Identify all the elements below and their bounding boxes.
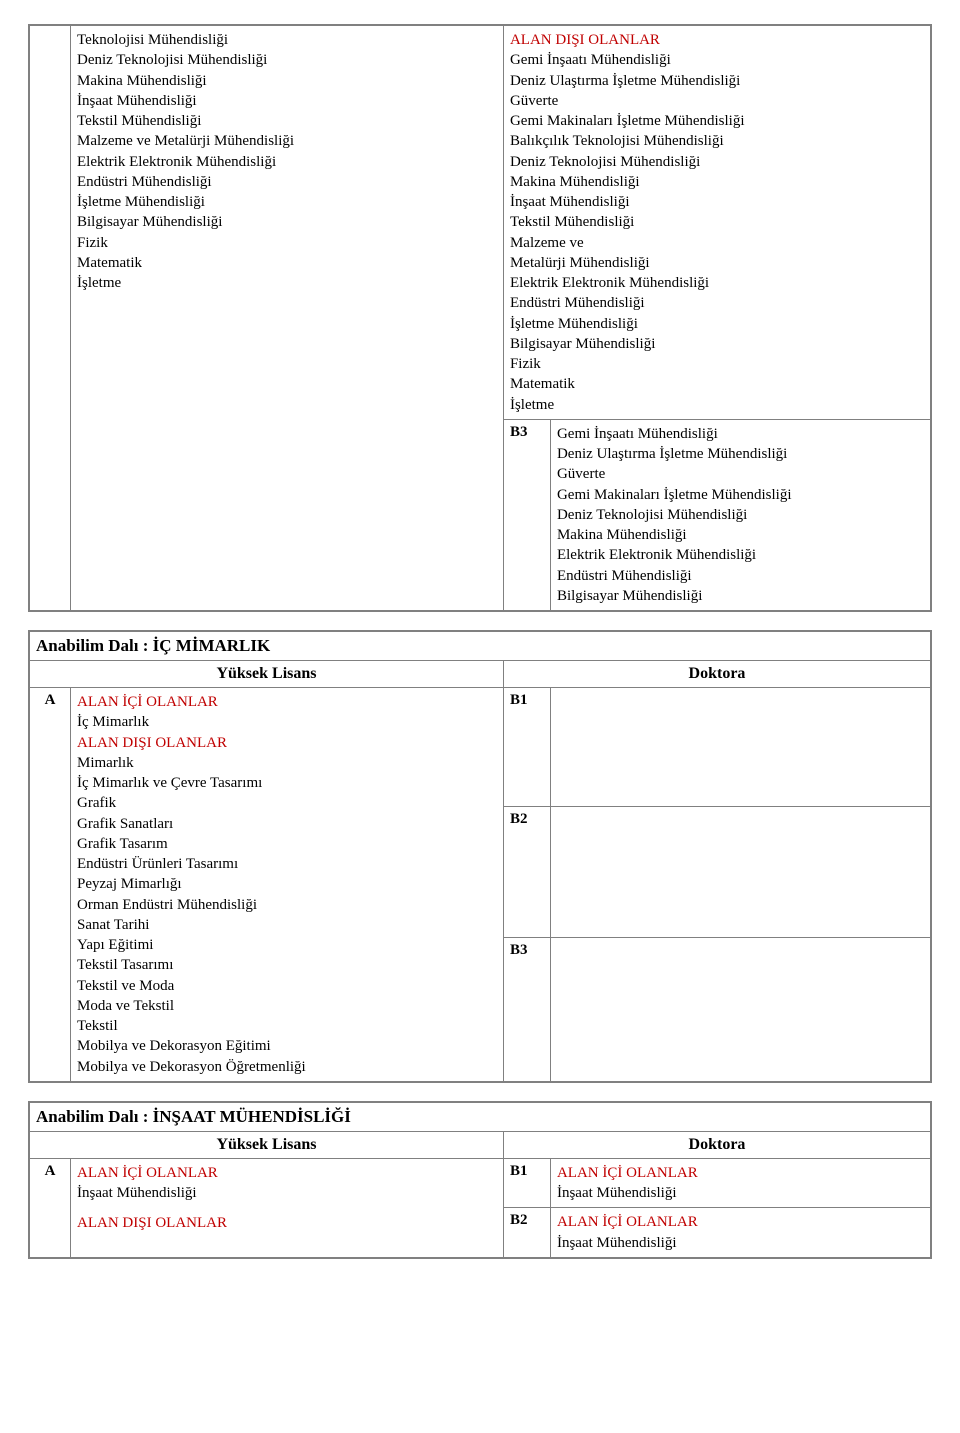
list-item: Tekstil Tasarımı [77, 955, 497, 975]
list-item: Malzeme ve [510, 233, 924, 253]
list-item: Grafik Tasarım [77, 834, 497, 854]
header-doktora: Doktora [503, 661, 931, 688]
list-item: Bilgisayar Mühendisliği [557, 586, 924, 606]
list-item: İşletme [510, 395, 924, 415]
list-item: Fizik [77, 233, 497, 253]
list-item: Gemi Makinaları İşletme Mühendisliği [557, 485, 924, 505]
header-yuksek-lisans-2: Yüksek Lisans [29, 1131, 503, 1158]
list-item: Tekstil ve Moda [77, 976, 497, 996]
insaat-b1-content: ALAN İÇİ OLANLAR İnşaat Mühendisliği [550, 1158, 931, 1208]
insaat-title: Anabilim Dalı : İNŞAAT MÜHENDİSLİĞİ [29, 1102, 931, 1132]
list-item: Güverte [510, 91, 924, 111]
list-item: Moda ve Tekstil [77, 996, 497, 1016]
list-item: Teknolojisi Mühendisliği [77, 30, 497, 50]
list-item: Gemi Makinaları İşletme Mühendisliği [510, 111, 924, 131]
list-item: Deniz Ulaştırma İşletme Mühendisliği [557, 444, 924, 464]
insaat-disi-heading: ALAN DIŞI OLANLAR [77, 1213, 497, 1233]
insaat-b1-heading: ALAN İÇİ OLANLAR [557, 1163, 924, 1183]
header-doktora-2: Doktora [503, 1131, 931, 1158]
list-item: Elektrik Elektronik Mühendisliği [557, 545, 924, 565]
list-item: Elektrik Elektronik Mühendisliği [510, 273, 924, 293]
insaat-table: Anabilim Dalı : İNŞAAT MÜHENDİSLİĞİ Yüks… [28, 1101, 932, 1259]
insaat-b1-item: İnşaat Mühendisliği [557, 1183, 924, 1203]
list-item: Grafik [77, 793, 497, 813]
ic-mimarlik-table: Anabilim Dalı : İÇ MİMARLIK Yüksek Lisan… [28, 630, 932, 1083]
list-item: Makina Mühendisliği [557, 525, 924, 545]
list-item: Deniz Ulaştırma İşletme Mühendisliği [510, 71, 924, 91]
code-b2: B2 [503, 807, 550, 938]
list-item: Makina Mühendisliği [510, 172, 924, 192]
top-right-upper: ALAN DIŞI OLANLAR Gemi İnşaatı Mühendisl… [503, 25, 931, 419]
list-item: Tekstil Mühendisliği [77, 111, 497, 131]
list-item: Bilgisayar Mühendisliği [77, 212, 497, 232]
code-b3: B3 [503, 419, 550, 611]
top-left-num [29, 25, 71, 611]
alan-disi-heading: ALAN DIŞI OLANLAR [510, 30, 924, 50]
icm-b2-content [550, 807, 931, 938]
list-item: Endüstri Mühendisliği [510, 293, 924, 313]
list-item: İç Mimarlık [77, 712, 497, 732]
list-item: Grafik Sanatları [77, 814, 497, 834]
list-item: Endüstri Mühendisliği [77, 172, 497, 192]
list-item: Gemi İnşaatı Mühendisliği [557, 424, 924, 444]
icm-b1-content [550, 688, 931, 807]
top-right-b3-content: Gemi İnşaatı MühendisliğiDeniz Ulaştırma… [550, 419, 931, 611]
ic-mimarlik-title: Anabilim Dalı : İÇ MİMARLIK [29, 631, 931, 661]
list-item: Endüstri Mühendisliği [557, 566, 924, 586]
list-item: Malzeme ve Metalürji Mühendisliği [77, 131, 497, 151]
list-item: Makina Mühendisliği [77, 71, 497, 91]
header-yuksek-lisans: Yüksek Lisans [29, 661, 503, 688]
top-table: Teknolojisi MühendisliğiDeniz Teknolojis… [28, 24, 932, 612]
row-label-a: A [29, 688, 71, 1082]
list-item: İşletme Mühendisliği [77, 192, 497, 212]
alan-disi-heading-2: ALAN DIŞI OLANLAR [77, 733, 497, 753]
list-item: İşletme Mühendisliği [510, 314, 924, 334]
insaat-left: ALAN İÇİ OLANLAR İnşaat Mühendisliği ALA… [71, 1158, 504, 1258]
list-item: Tekstil Mühendisliği [510, 212, 924, 232]
list-item: Balıkçılık Teknolojisi Mühendisliği [510, 131, 924, 151]
insaat-b2-content: ALAN İÇİ OLANLAR İnşaat Mühendisliği [550, 1208, 931, 1258]
list-item: Güverte [557, 464, 924, 484]
list-item: İşletme [77, 273, 497, 293]
list-item: Matematik [510, 374, 924, 394]
list-item: Bilgisayar Mühendisliği [510, 334, 924, 354]
top-left-content: Teknolojisi MühendisliğiDeniz Teknolojis… [71, 25, 504, 611]
list-item: Metalürji Mühendisliği [510, 253, 924, 273]
icm-b3-content [550, 938, 931, 1082]
insaat-b2-heading: ALAN İÇİ OLANLAR [557, 1212, 924, 1232]
list-item: Peyzaj Mimarlığı [77, 874, 497, 894]
list-item: Yapı Eğitimi [77, 935, 497, 955]
insaat-ici-heading: ALAN İÇİ OLANLAR [77, 1163, 497, 1183]
list-item: Orman Endüstri Mühendisliği [77, 895, 497, 915]
list-item: Deniz Teknolojisi Mühendisliği [557, 505, 924, 525]
code-b2-2: B2 [503, 1208, 550, 1258]
list-item: Sanat Tarihi [77, 915, 497, 935]
list-item: Deniz Teknolojisi Mühendisliği [510, 152, 924, 172]
alan-ici-heading: ALAN İÇİ OLANLAR [77, 692, 497, 712]
list-item: Gemi İnşaatı Mühendisliği [510, 50, 924, 70]
list-item: Matematik [77, 253, 497, 273]
list-item: İnşaat Mühendisliği [510, 192, 924, 212]
code-b1: B1 [503, 688, 550, 807]
list-item: Endüstri Ürünleri Tasarımı [77, 854, 497, 874]
list-item: İnşaat Mühendisliği [77, 91, 497, 111]
list-item: Mobilya ve Dekorasyon Eğitimi [77, 1036, 497, 1056]
insaat-ici-item: İnşaat Mühendisliği [77, 1183, 497, 1203]
ic-mimarlik-left: ALAN İÇİ OLANLAR İç Mimarlık ALAN DIŞI O… [71, 688, 504, 1082]
row-label-a-2: A [29, 1158, 71, 1258]
list-item: Elektrik Elektronik Mühendisliği [77, 152, 497, 172]
code-b3-2: B3 [503, 938, 550, 1082]
list-item: Fizik [510, 354, 924, 374]
list-item: Mimarlık [77, 753, 497, 773]
list-item: Deniz Teknolojisi Mühendisliği [77, 50, 497, 70]
insaat-b2-item: İnşaat Mühendisliği [557, 1233, 924, 1253]
list-item: İç Mimarlık ve Çevre Tasarımı [77, 773, 497, 793]
list-item: Mobilya ve Dekorasyon Öğretmenliği [77, 1057, 497, 1077]
list-item: Tekstil [77, 1016, 497, 1036]
code-b1-2: B1 [503, 1158, 550, 1208]
